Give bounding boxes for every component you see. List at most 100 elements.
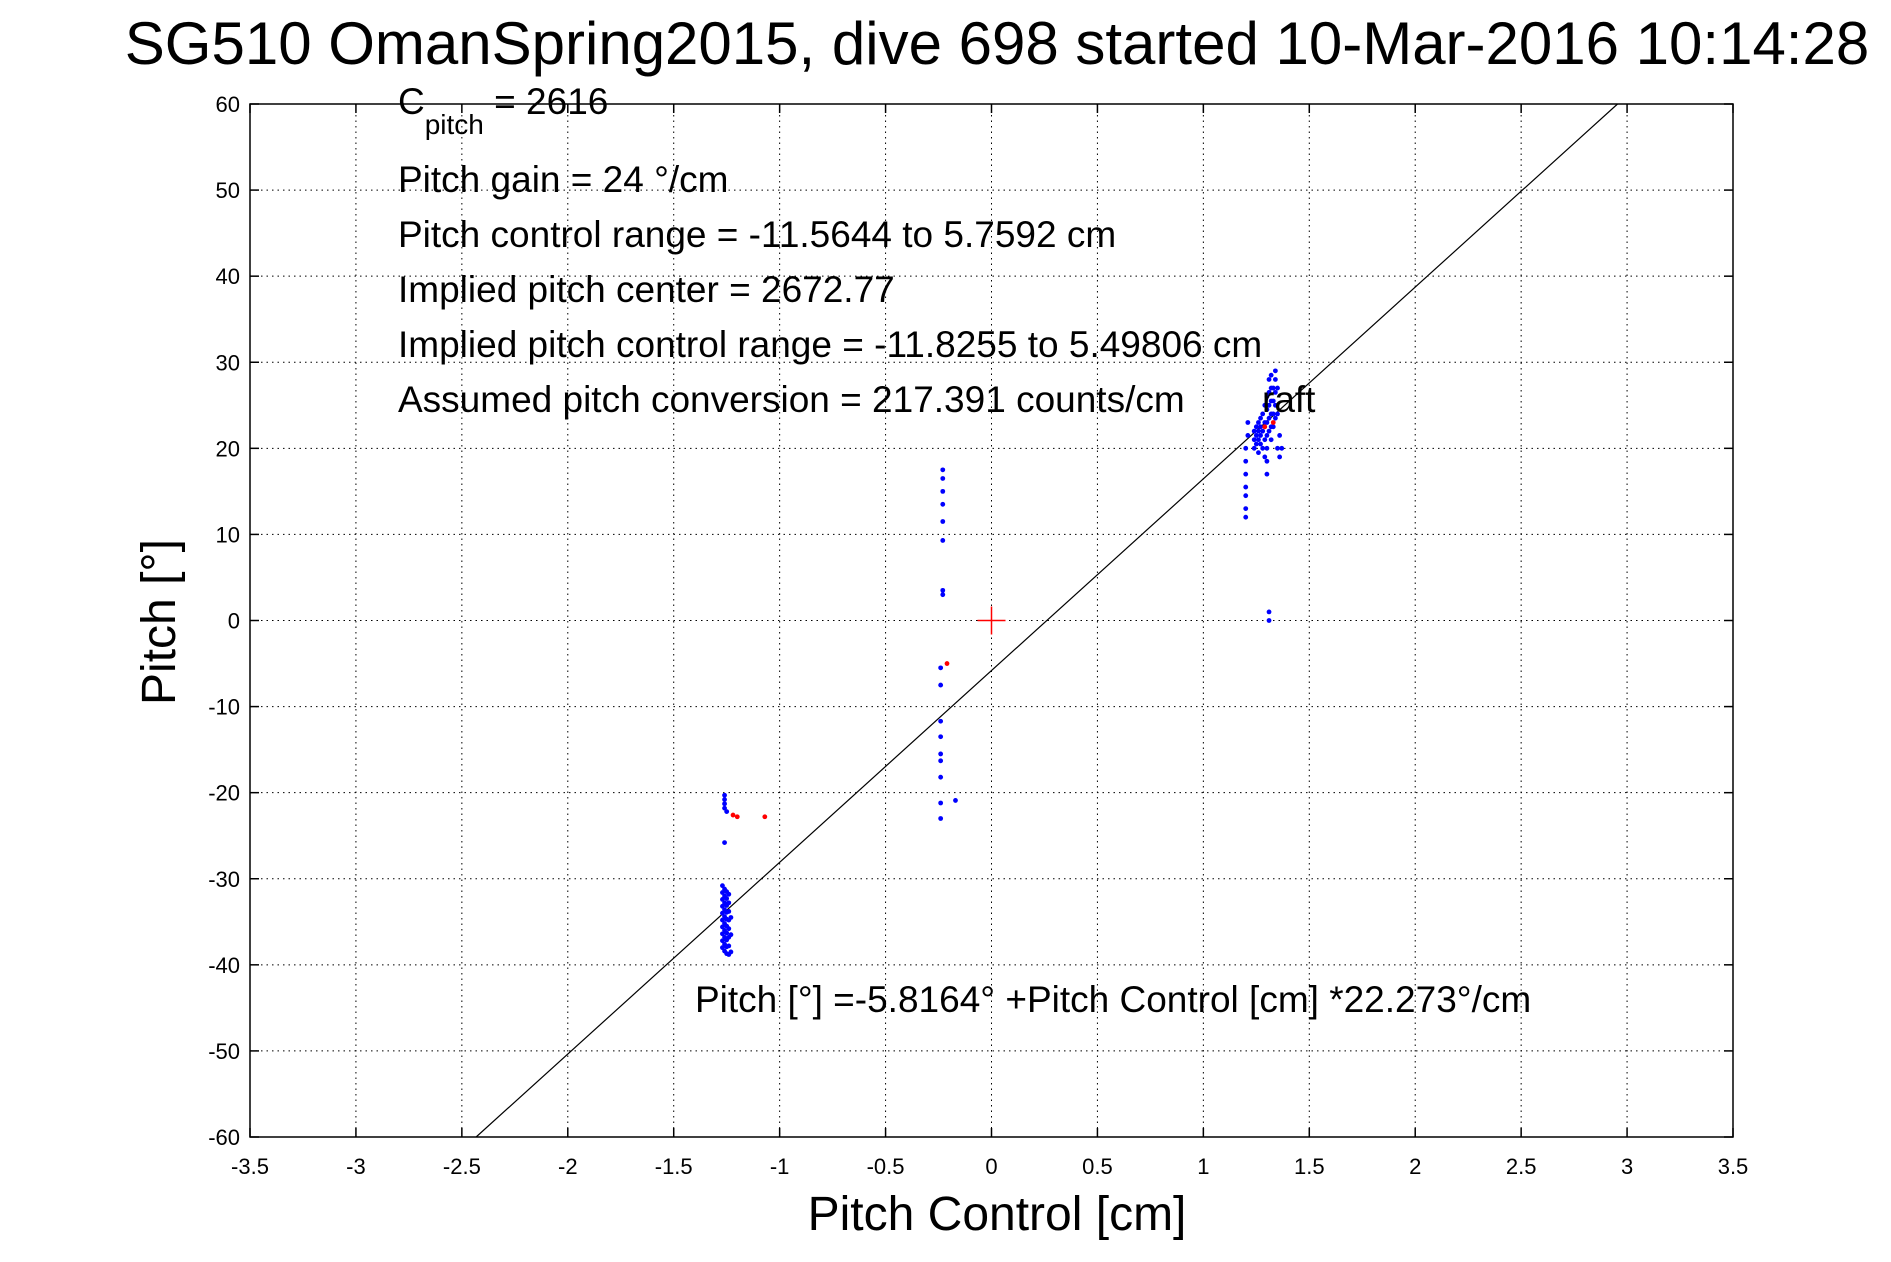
data-point-blue: [1268, 437, 1274, 443]
data-point-red: [1262, 424, 1268, 430]
data-point-blue: [1260, 445, 1266, 451]
data-point-blue: [1264, 420, 1270, 425]
data-point-blue: [722, 792, 727, 798]
data-point-blue: [938, 816, 944, 821]
data-point-blue: [722, 801, 727, 807]
assumed-pitch-conversion-overlap: raft: [1262, 379, 1316, 420]
c-pitch-value: = 2616: [484, 81, 608, 122]
x-tick-label: -3: [346, 1154, 366, 1179]
data-point-blue: [720, 917, 725, 923]
data-point-blue: [1243, 506, 1249, 511]
fit-line: [475, 103, 1618, 1138]
data-point-blue: [1258, 415, 1263, 421]
implied-pitch-center-annotation: Implied pitch center = 2672.77: [398, 269, 895, 310]
data-point-blue: [1258, 441, 1263, 447]
data-point-blue: [728, 932, 734, 938]
data-point-blue: [720, 924, 725, 930]
data-point-red: [730, 812, 736, 818]
y-tick-label: -20: [208, 781, 240, 806]
data-point-blue: [722, 805, 727, 811]
y-tick-label: 50: [216, 178, 240, 203]
x-tick-label: 3.5: [1718, 1154, 1749, 1179]
data-point-blue: [1243, 458, 1249, 464]
data-point-blue: [1277, 433, 1283, 438]
c-pitch-base: C: [398, 81, 425, 122]
data-point-blue: [722, 797, 727, 802]
data-point-blue: [1272, 377, 1278, 382]
x-tick-label: -1.5: [655, 1154, 693, 1179]
y-tick-label: 10: [216, 522, 240, 547]
y-axis-label: Pitch [°]: [133, 539, 186, 705]
data-point-blue: [726, 900, 732, 906]
data-point-blue: [1275, 445, 1280, 451]
data-point-blue: [1266, 618, 1272, 623]
x-tick-label: 1.5: [1294, 1154, 1325, 1179]
data-point-blue: [726, 909, 732, 914]
x-tick-label: -2: [558, 1154, 578, 1179]
x-tick-label: 2.5: [1506, 1154, 1537, 1179]
x-axis-label: Pitch Control [cm]: [808, 1188, 1187, 1241]
data-point-blue: [1266, 609, 1272, 615]
data-point-blue: [1245, 420, 1251, 425]
data-point-blue: [724, 896, 730, 901]
data-point-blue: [720, 890, 725, 895]
data-point-blue: [1256, 428, 1261, 434]
x-tick-label: -3.5: [231, 1154, 269, 1179]
data-point-blue: [1260, 411, 1266, 417]
c-pitch-annotation: Cpitch = 2616: [398, 81, 608, 140]
data-point-blue: [1268, 372, 1274, 378]
c-pitch-subscript: pitch: [425, 109, 484, 140]
data-point-blue: [1262, 402, 1268, 408]
data-point-blue: [1243, 514, 1249, 520]
data-point-blue: [1243, 471, 1249, 477]
pitch-gain-annotation: Pitch gain = 24 °/cm: [398, 159, 729, 200]
data-point-blue: [938, 734, 944, 740]
fit-equation-annotation: Pitch [°] =-5.8164° +Pitch Control [cm] …: [695, 979, 1531, 1020]
data-point-blue: [1256, 420, 1261, 425]
data-point-blue: [1262, 454, 1268, 460]
data-point-blue: [1266, 402, 1272, 408]
data-point-blue: [938, 665, 944, 671]
data-point-blue: [1243, 493, 1249, 499]
data-point-blue: [1270, 411, 1276, 417]
data-point-blue: [1266, 428, 1272, 434]
data-point-blue: [720, 903, 725, 909]
y-tick-label: 20: [216, 436, 240, 461]
data-point-blue: [1275, 385, 1280, 391]
scatter-points: [720, 368, 1285, 957]
data-point-blue: [940, 488, 946, 494]
x-axis-ticks: -3.5 -3 -2.5 -2 -1.5 -1 -0.5 0 0.5 1 1.5 2 2.5 3 3.5: [231, 104, 1748, 1179]
data-point-blue: [720, 910, 725, 916]
data-point-blue: [722, 840, 727, 845]
data-point-blue: [1253, 433, 1259, 438]
data-point-blue: [1272, 402, 1278, 408]
y-tick-label: 0: [228, 609, 240, 634]
data-point-blue: [1258, 433, 1263, 438]
x-tick-label: 1: [1197, 1154, 1209, 1179]
data-point-blue: [1243, 445, 1249, 451]
x-tick-label: -0.5: [867, 1154, 905, 1179]
data-point-blue: [938, 751, 944, 757]
data-point-blue: [1258, 424, 1263, 430]
y-tick-label: 60: [216, 92, 240, 117]
data-point-blue: [724, 809, 730, 815]
y-tick-label: -50: [208, 1039, 240, 1064]
x-tick-label: 0: [985, 1154, 997, 1179]
y-tick-label: 30: [216, 350, 240, 375]
data-point-red: [762, 814, 768, 820]
data-point-blue: [940, 519, 946, 524]
y-tick-label: -40: [208, 953, 240, 978]
data-point-blue: [1253, 441, 1259, 447]
data-point-blue: [1260, 428, 1266, 434]
data-point-blue: [1272, 389, 1278, 395]
data-point-red: [734, 814, 740, 820]
data-point-blue: [940, 592, 946, 598]
data-point-blue: [940, 501, 946, 507]
data-point-red: [1270, 420, 1276, 425]
fit-line-layer: [475, 103, 1618, 1138]
data-point-blue: [938, 758, 944, 764]
x-tick-label: 3: [1621, 1154, 1633, 1179]
data-point-blue: [1264, 407, 1270, 412]
